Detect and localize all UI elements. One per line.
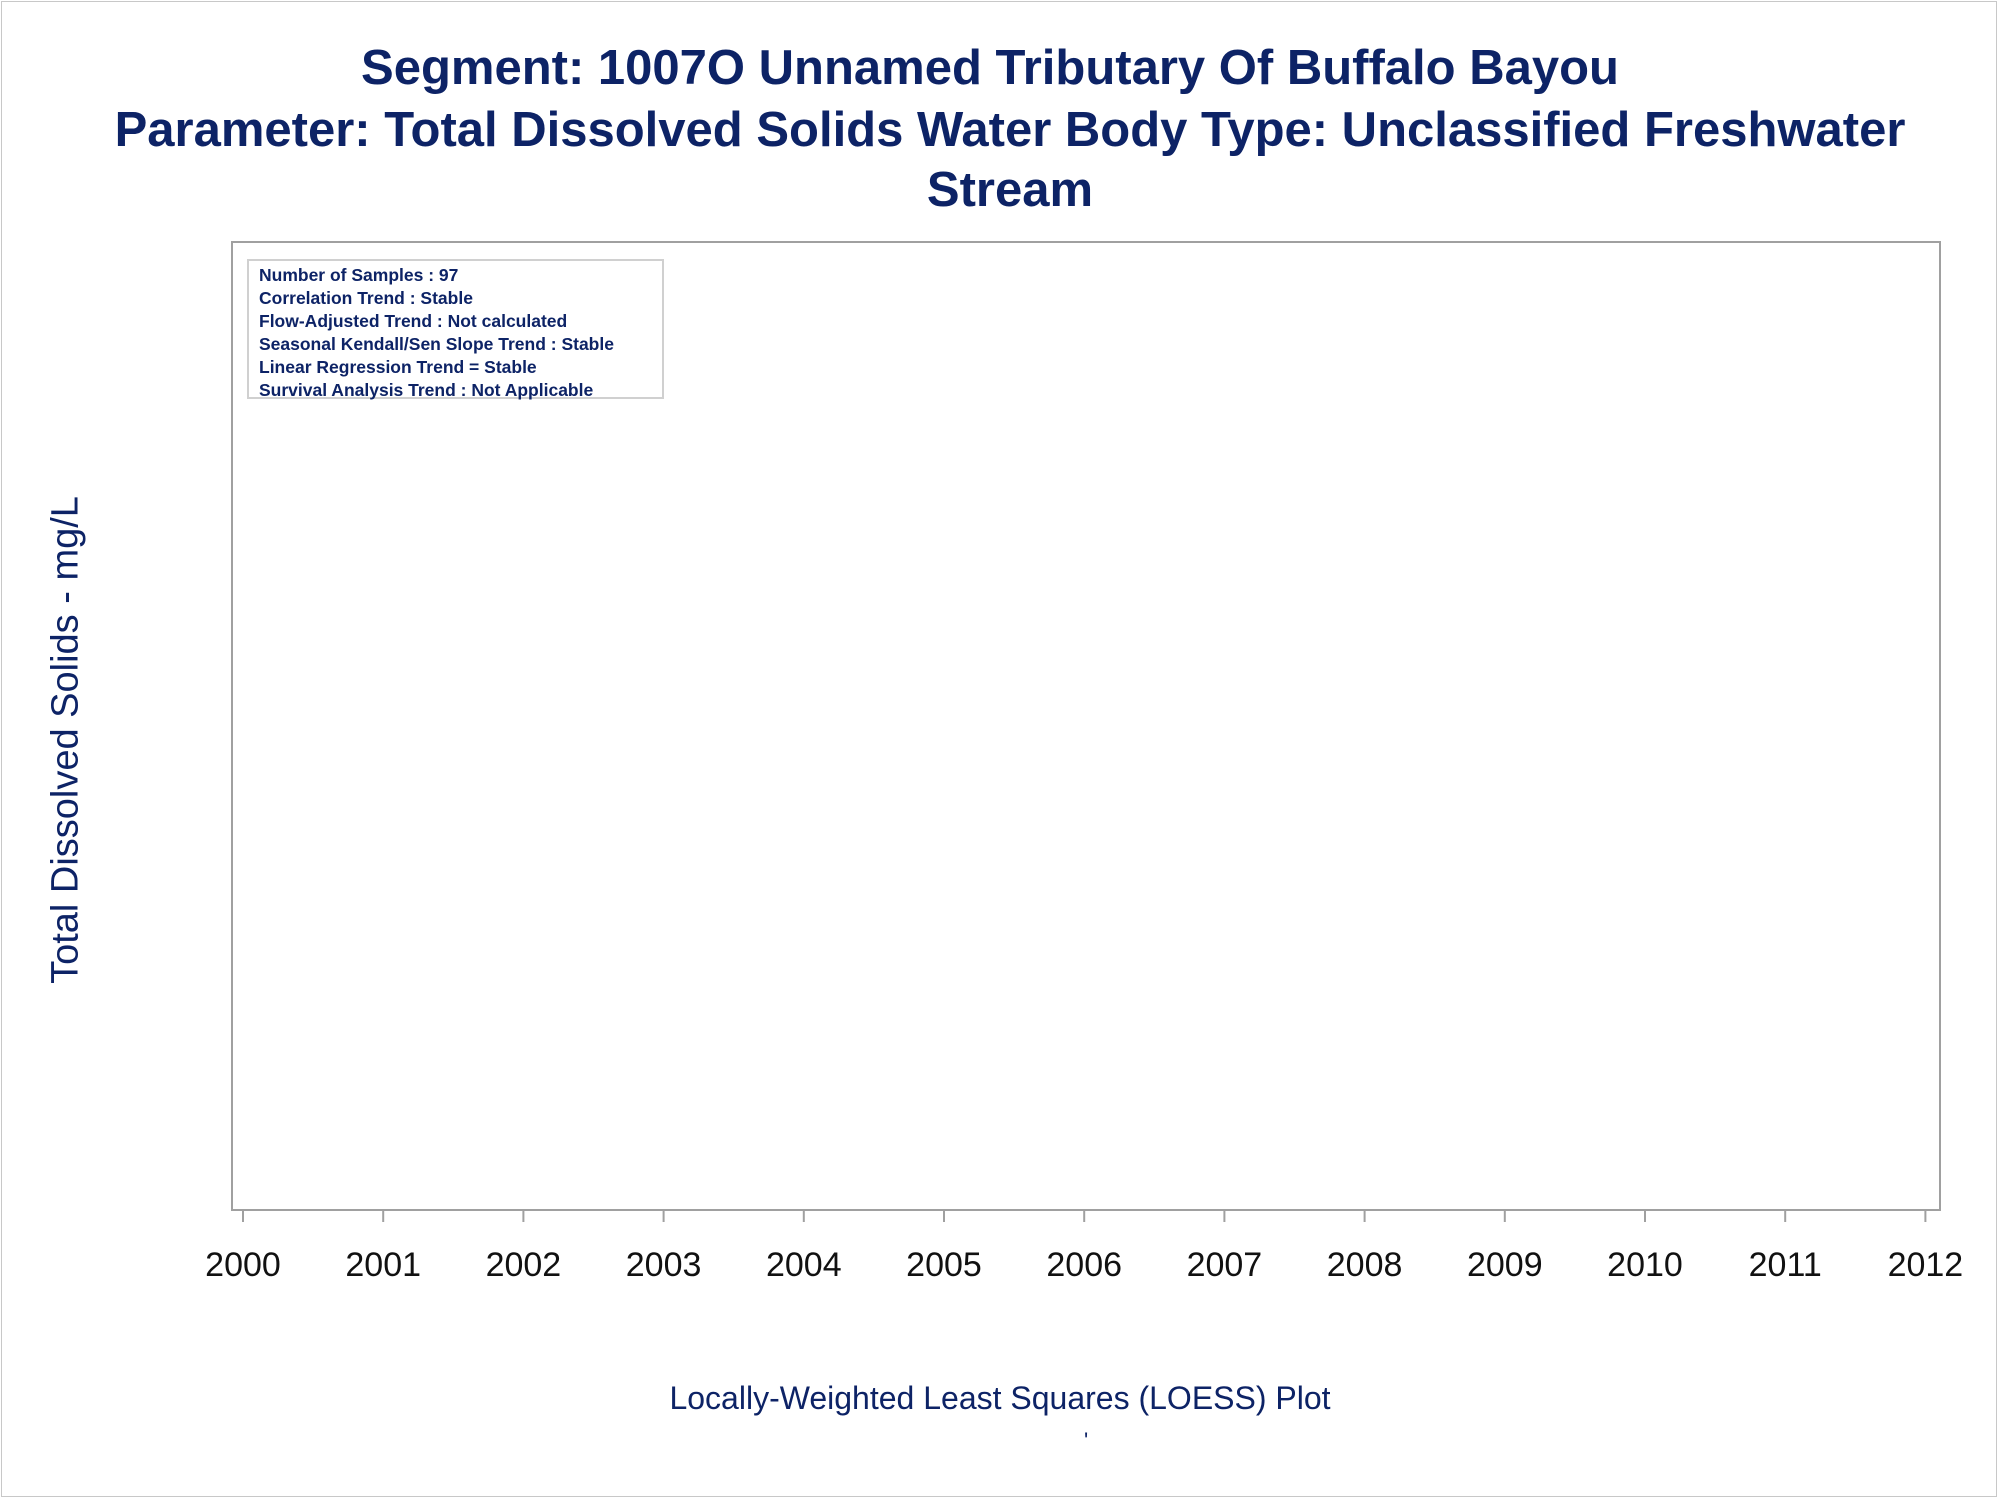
x-tick-label-11: 2011 [1749, 1246, 1822, 1284]
x-tick-label-12: 2012 [1888, 1246, 1964, 1284]
x-tick-label-1: 2001 [345, 1246, 421, 1284]
stats-samples: Number of Samples : 97 [259, 265, 459, 285]
x-tick-label-4: 2004 [766, 1246, 842, 1284]
x-tick-label-0: 2000 [205, 1246, 281, 1284]
x-tick-label-5: 2005 [906, 1246, 982, 1284]
stats-correlation: Correlation Trend : Stable [259, 288, 473, 308]
x-tick-label-9: 2009 [1467, 1246, 1543, 1284]
stats-linear-regression: Linear Regression Trend = Stable [259, 357, 537, 377]
chart-title: Segment: 1007O Unnamed Tributary Of Buff… [361, 41, 1619, 95]
x-tick-label-2: 2002 [486, 1246, 562, 1284]
x-tick-label-3: 2003 [626, 1246, 702, 1284]
y-axis-label: Total Dissolved Solids - mg/L [44, 496, 87, 984]
stats-flow-adjusted: Flow-Adjusted Trend : Not calculated [259, 311, 568, 331]
x-tick-label-10: 2010 [1607, 1246, 1683, 1284]
footnote: Locally-Weighted Least Squares (LOESS) P… [669, 1380, 1331, 1416]
chart-subtitle: Parameter: Total Dissolved Solids Water … [114, 103, 1906, 217]
x-tick-label-7: 2007 [1187, 1246, 1263, 1284]
x-tick-label-6: 2006 [1046, 1246, 1122, 1284]
stats-survival: Survival Analysis Trend : Not Applicable [259, 380, 594, 400]
x-tick-label-8: 2008 [1327, 1246, 1403, 1284]
stats-legend: Number of Samples : 97 Correlation Trend… [247, 259, 664, 400]
plot-area [231, 241, 1941, 1211]
footnote-mark: ' [1084, 1428, 1089, 1453]
x-axis-ticks: 2000 2001 2002 2003 2004 2005 2006 2007 2008 2009… [205, 1210, 1963, 1284]
stats-seasonal-kendall: Seasonal Kendall/Sen Slope Trend : Stabl… [259, 334, 614, 354]
